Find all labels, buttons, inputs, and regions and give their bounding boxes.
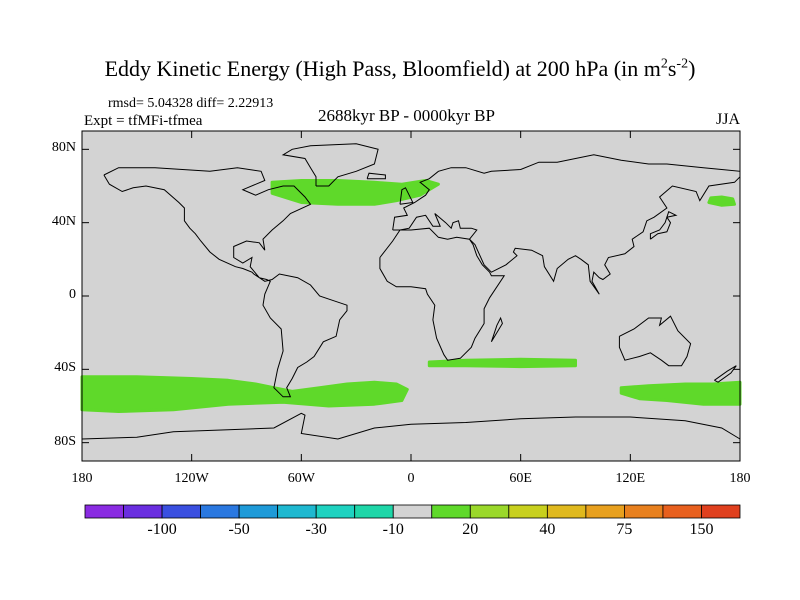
anomaly-region-3 <box>80 375 409 413</box>
coastline-6 <box>281 143 379 187</box>
x-tick-label: 0 <box>407 471 415 486</box>
colorbar-swatch-3 <box>161 504 201 519</box>
coastline-5 <box>399 187 414 205</box>
y-tick-label: 80N <box>51 140 76 156</box>
colorbar-swatch-4 <box>200 504 240 519</box>
coastline-7 <box>366 172 386 180</box>
x-tick-label: 180 <box>71 471 93 486</box>
stats-label: rmsd= 5.04328 diff= 2.22913 <box>108 96 274 111</box>
coastline-2 <box>392 154 741 295</box>
colorbar-label: 75 <box>616 521 633 538</box>
y-tick-label: 40N <box>51 213 76 229</box>
colorbar-swatch-2 <box>123 504 163 519</box>
colorbar-swatch-14 <box>585 504 625 519</box>
x-tick-label: 60E <box>509 471 532 486</box>
y-tick-label: 80S <box>54 433 76 449</box>
colorbar-swatch-9 <box>392 504 433 519</box>
colorbar-swatch-12 <box>508 504 548 519</box>
colorbar-label: -30 <box>305 521 327 538</box>
colorbar-swatch-5 <box>238 504 279 519</box>
colorbar-swatch-15 <box>624 504 664 519</box>
colorbar-label: -10 <box>382 521 404 538</box>
colorbar-swatch-1 <box>84 504 124 519</box>
x-tick-label: 60W <box>287 471 315 486</box>
x-tick-label: 120W <box>174 471 209 486</box>
experiment-label: Expt = tfMFi-tfmea <box>84 113 203 129</box>
colorbar-label: -50 <box>228 521 250 538</box>
colorbar-swatch-10 <box>431 504 471 519</box>
colorbar-swatch-7 <box>315 504 356 519</box>
coastline-4 <box>618 315 692 367</box>
coastline-1 <box>103 167 348 398</box>
colorbar-label: 150 <box>689 521 714 538</box>
y-tick-label: 40S <box>54 360 76 376</box>
x-tick-label: 120E <box>615 471 646 486</box>
colorbar-label: 40 <box>539 521 556 538</box>
coastline-3 <box>379 227 506 361</box>
map-title: Eddy Kinetic Energy (High Pass, Bloomfie… <box>104 56 696 81</box>
colorbar-label: 20 <box>462 521 479 538</box>
colorbar-swatch-11 <box>469 504 510 519</box>
colorbar-swatch-6 <box>277 504 317 519</box>
coastline-9 <box>490 316 503 343</box>
x-tick-label: 180 <box>729 471 751 486</box>
colorbar-swatch-8 <box>354 504 394 519</box>
colorbar-swatch-17 <box>701 504 741 519</box>
colorbar-swatch-13 <box>546 504 587 519</box>
colorbar-swatch-16 <box>662 504 702 519</box>
coastline-11 <box>81 412 741 440</box>
season-label: JJA <box>716 111 741 128</box>
map-background <box>82 131 740 461</box>
y-tick-label: 0 <box>69 287 76 302</box>
coastline-8 <box>649 210 678 240</box>
anomaly-region-2 <box>427 357 577 369</box>
period-label: 2688kyr BP - 0000kyr BP <box>318 106 495 125</box>
colorbar-label: -100 <box>147 521 177 538</box>
anomaly-region-5 <box>707 195 736 207</box>
